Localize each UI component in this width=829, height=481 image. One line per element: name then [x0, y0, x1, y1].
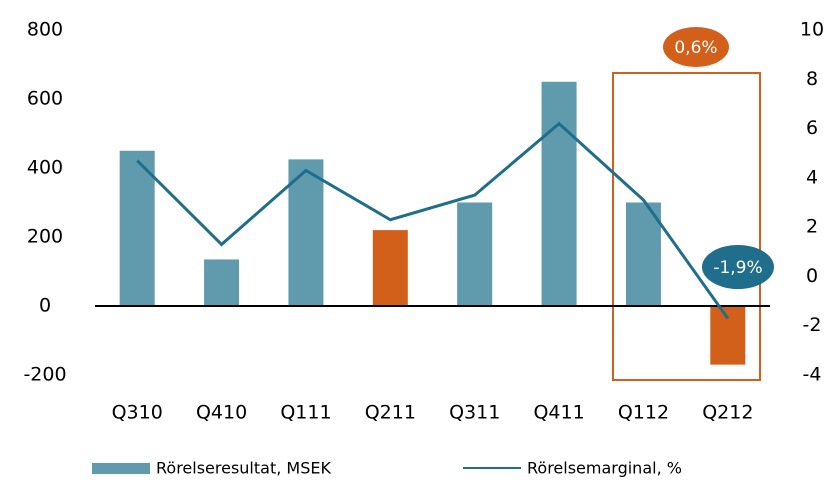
annotation: 0,6% [674, 38, 717, 58]
y2-tick-label: 4 [806, 166, 818, 188]
legend-swatch [92, 463, 150, 474]
y-tick-label: 800 [27, 19, 63, 41]
x-tick-label: Q310 [112, 402, 163, 424]
x-tick-label: Q211 [365, 402, 416, 424]
y2-tick-label: 6 [806, 117, 818, 139]
y-tick-label: 400 [27, 157, 63, 179]
x-tick-label: Q410 [196, 402, 247, 424]
annotation: -1,9% [713, 258, 762, 278]
x-tick-label: Q212 [702, 402, 753, 424]
x-tick-label: Q411 [533, 402, 584, 424]
bar [372, 230, 408, 306]
y-tick-label: -200 [23, 364, 66, 386]
line [136, 121, 730, 320]
y2-tick-label: 10 [800, 19, 824, 41]
y2-tick-label: 2 [806, 216, 818, 238]
y2-tick-label: 8 [806, 68, 818, 90]
bar [457, 202, 493, 306]
annotation-bubble [702, 245, 774, 289]
y-tick-label: 600 [27, 88, 63, 110]
legend-label: Rörelseresultat, MSEK [156, 459, 331, 478]
y2-tick-label: 0 [806, 265, 818, 287]
annotation-bubble [663, 27, 729, 67]
x-tick-label: Q311 [449, 402, 500, 424]
bar [204, 259, 240, 306]
x-tick-label: Q112 [618, 402, 669, 424]
bar [288, 159, 324, 306]
y-tick-label: 200 [27, 226, 63, 248]
y2-tick-label: -2 [803, 314, 822, 336]
bar [625, 202, 661, 306]
y-tick-label: 0 [39, 295, 51, 317]
y2-tick-label: -4 [803, 364, 822, 386]
bar [541, 81, 577, 306]
x-tick-label: Q111 [280, 402, 331, 424]
highlight-box [612, 72, 761, 381]
bar [119, 150, 155, 306]
legend-label: Rörelsemarginal, % [527, 459, 682, 478]
bar [710, 306, 746, 365]
